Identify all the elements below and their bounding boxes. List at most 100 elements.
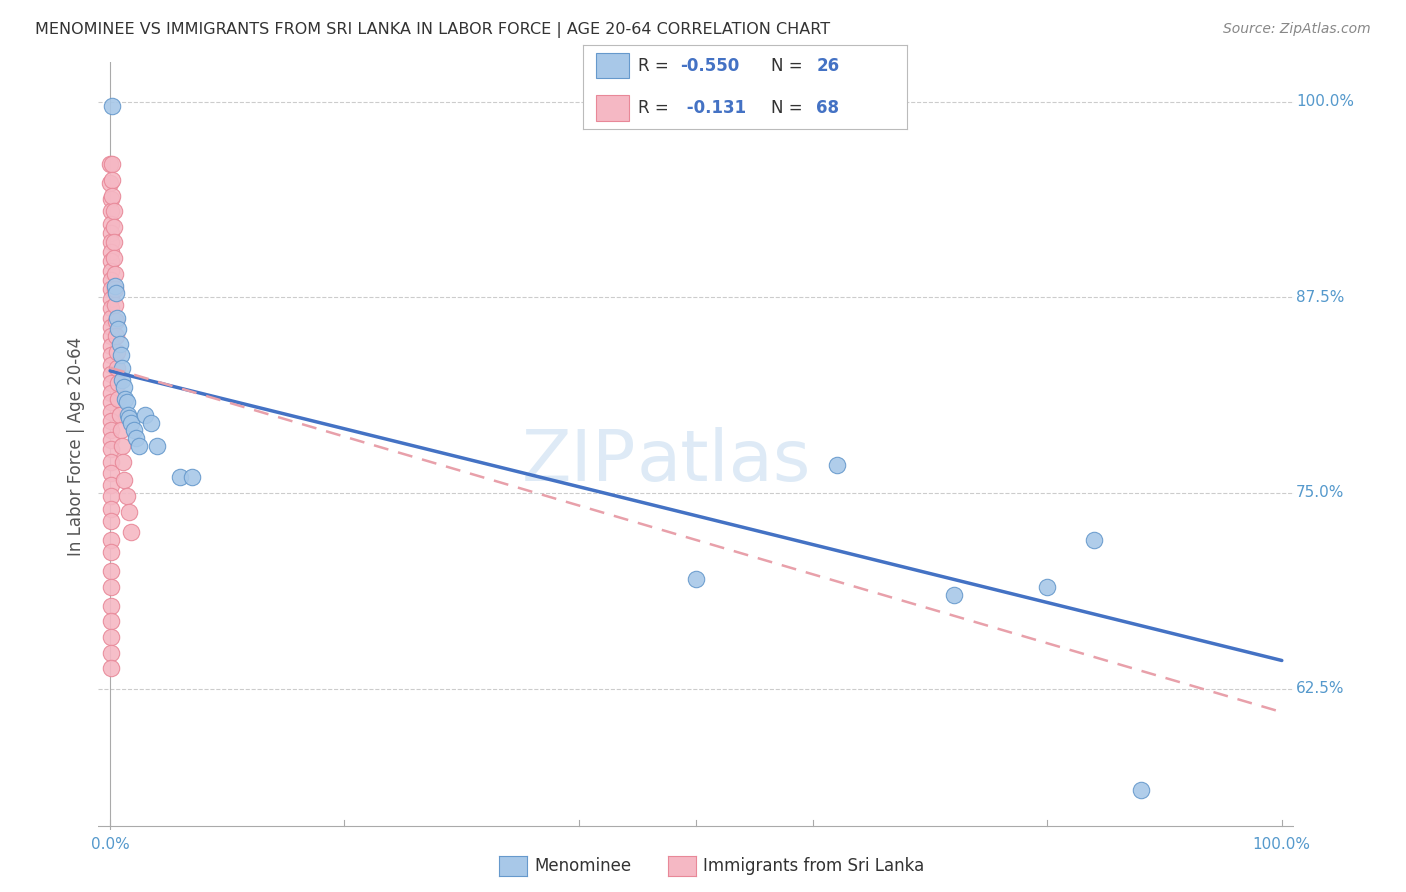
Point: [110, 348, 132, 362]
Point: [103, 219, 125, 234]
Point: [100, 217, 122, 231]
Point: [104, 279, 127, 293]
Point: [100, 466, 122, 480]
Point: [169, 470, 191, 484]
Point: [104, 267, 127, 281]
Point: [100, 235, 122, 250]
Text: MENOMINEE VS IMMIGRANTS FROM SRI LANKA IN LABOR FORCE | AGE 20-64 CORRELATION CH: MENOMINEE VS IMMIGRANTS FROM SRI LANKA I…: [35, 22, 831, 38]
Point: [100, 545, 122, 559]
Point: [101, 188, 124, 202]
Point: [114, 392, 136, 406]
Point: [181, 470, 204, 484]
Point: [112, 455, 135, 469]
Point: [100, 192, 122, 206]
Point: [100, 442, 122, 457]
Text: Immigrants from Sri Lanka: Immigrants from Sri Lanka: [703, 857, 924, 875]
Point: [103, 204, 125, 219]
Point: [105, 345, 128, 359]
Point: [122, 423, 145, 437]
Point: [100, 263, 122, 277]
Point: [100, 292, 122, 306]
Point: [110, 423, 132, 437]
Point: [100, 414, 122, 428]
Point: [100, 310, 122, 325]
Point: [111, 373, 134, 387]
Point: [100, 514, 122, 528]
Point: [112, 474, 135, 488]
Point: [100, 501, 122, 516]
Point: [146, 439, 169, 453]
Point: [105, 310, 128, 325]
Point: [100, 489, 122, 503]
Point: [100, 646, 122, 660]
Point: [111, 360, 134, 375]
Point: [100, 244, 122, 259]
Point: [100, 376, 122, 391]
Point: [101, 173, 124, 187]
Text: 26: 26: [817, 57, 839, 75]
Point: [120, 525, 142, 540]
Point: [100, 423, 122, 437]
Point: [108, 408, 131, 422]
Point: [100, 564, 122, 578]
Point: [118, 410, 141, 425]
Point: [98, 176, 121, 190]
Point: [101, 99, 124, 113]
Point: [141, 416, 163, 430]
Point: [685, 572, 707, 586]
Point: [100, 478, 122, 492]
Point: [105, 314, 128, 328]
Point: [107, 321, 129, 335]
Point: [100, 599, 122, 613]
Point: [103, 251, 125, 265]
Point: [100, 348, 122, 362]
Point: [1130, 783, 1153, 797]
Text: 0.0%: 0.0%: [91, 838, 129, 853]
Point: [100, 254, 122, 268]
Text: 100.0%: 100.0%: [1296, 94, 1354, 109]
Point: [125, 431, 148, 445]
Point: [100, 329, 122, 343]
Point: [100, 367, 122, 381]
Point: [128, 439, 150, 453]
Point: [115, 489, 138, 503]
Point: [1036, 580, 1059, 594]
Text: Source: ZipAtlas.com: Source: ZipAtlas.com: [1223, 22, 1371, 37]
Text: R =: R =: [638, 99, 675, 117]
Point: [104, 298, 127, 312]
Point: [105, 360, 128, 375]
Point: [100, 395, 122, 409]
Point: [105, 285, 128, 300]
Text: 68: 68: [817, 99, 839, 117]
Point: [103, 235, 125, 250]
Point: [111, 439, 134, 453]
Text: -0.131: -0.131: [681, 99, 745, 117]
Text: Menominee: Menominee: [534, 857, 631, 875]
Point: [100, 404, 122, 418]
Point: [100, 385, 122, 400]
Point: [100, 204, 122, 219]
Text: 87.5%: 87.5%: [1296, 290, 1344, 305]
Point: [115, 395, 138, 409]
Point: [107, 392, 129, 406]
Point: [117, 408, 139, 422]
FancyBboxPatch shape: [596, 95, 628, 120]
Point: [107, 376, 129, 391]
Text: R =: R =: [638, 57, 675, 75]
Point: [1083, 533, 1105, 547]
Point: [100, 273, 122, 287]
Point: [118, 505, 141, 519]
Point: [100, 433, 122, 447]
Text: N =: N =: [770, 57, 808, 75]
Point: [105, 329, 128, 343]
Point: [100, 533, 122, 547]
Point: [100, 615, 122, 629]
Text: -0.550: -0.550: [681, 57, 740, 75]
Point: [101, 157, 124, 171]
FancyBboxPatch shape: [596, 54, 628, 78]
Point: [100, 455, 122, 469]
Point: [100, 301, 122, 316]
Point: [104, 282, 127, 296]
Point: [100, 580, 122, 594]
Point: [100, 661, 122, 675]
